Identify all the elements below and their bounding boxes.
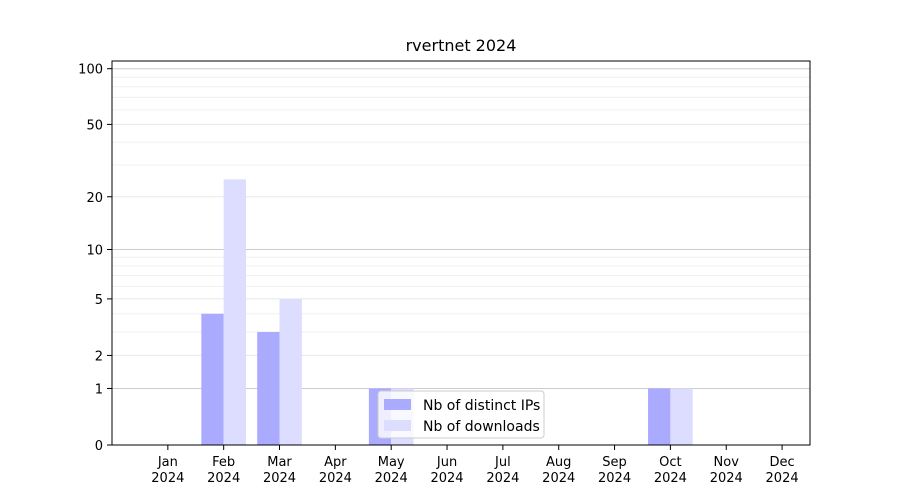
x-tick-label: Apr 2024 [319, 455, 352, 486]
legend-swatch [384, 420, 411, 431]
x-tick-label: Nov 2024 [710, 455, 743, 486]
legend-swatch [384, 399, 411, 410]
x-tick-label: Mar 2024 [263, 455, 296, 486]
legend: Nb of distinct IPs Nb of downloads [377, 390, 545, 439]
axes-layer: 0 1 2 5 10 20 50 100 Jan 2024 Feb 2024 Mar 2024 Apr 202… [78, 60, 811, 486]
bar [648, 388, 671, 445]
x-tick-label: May 2024 [375, 455, 408, 486]
legend-label: Nb of downloads [423, 419, 540, 435]
y-tick-label: 100 [78, 63, 103, 78]
y-tick-label: 0 [95, 439, 103, 454]
bar [279, 298, 302, 445]
y-tick-label: 20 [86, 191, 103, 206]
chart-title: rvertnet 2024 [406, 36, 517, 55]
x-tick-label: Aug 2024 [542, 455, 575, 486]
x-tick-label: Jun 2024 [430, 455, 463, 486]
x-tick-label: Feb 2024 [207, 455, 240, 486]
y-tick-label: 10 [86, 243, 103, 258]
x-tick-label: Jan 2024 [151, 455, 184, 486]
x-tick-label: Jul 2024 [486, 455, 519, 486]
bar [670, 388, 693, 445]
x-tick-label: Dec 2024 [766, 455, 799, 486]
legend-box [377, 390, 545, 439]
bar [223, 179, 247, 445]
legend-label: Nb of distinct IPs [423, 398, 540, 414]
y-tick-label: 2 [95, 349, 103, 364]
bar [201, 313, 224, 445]
y-tick-label: 50 [86, 118, 103, 133]
y-tick-label: 5 [95, 293, 103, 308]
x-tick-label: Sep 2024 [598, 455, 631, 486]
y-tick-label: 1 [95, 382, 103, 397]
x-tick-label: Oct 2024 [654, 455, 687, 486]
bar [257, 331, 280, 445]
plot-frame [111, 60, 811, 446]
